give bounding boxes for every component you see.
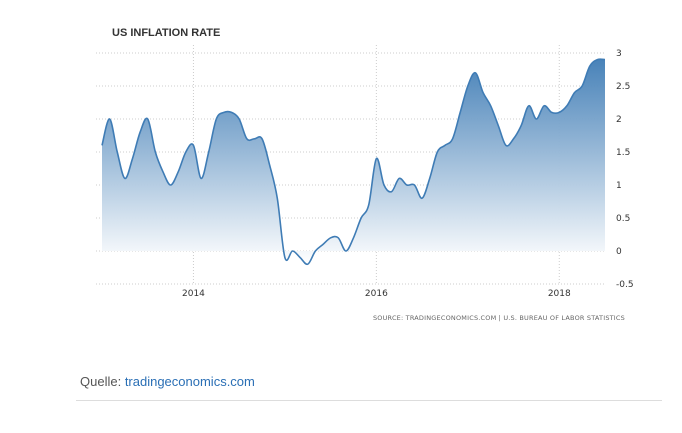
chart-svg: US INFLATION RATE 3 2.5 2 1.5 1 0.5 0 -0.5 2014… [96, 27, 634, 322]
y-tick-label: 0 [616, 247, 622, 257]
caption-prefix: Quelle: [80, 374, 125, 389]
caption: Quelle: tradingeconomics.com [80, 374, 255, 389]
y-tick-label: 2.5 [616, 82, 630, 92]
source-link[interactable]: tradingeconomics.com [124, 374, 255, 389]
source-note: SOURCE: TRADINGECONOMICS.COM | U.S. BURE… [373, 314, 625, 322]
x-axis-ticks: 2014 2016 2018 [182, 289, 571, 299]
inflation-chart: US INFLATION RATE 3 2.5 2 1.5 1 0.5 0 -0.5 2014… [96, 27, 634, 322]
series-area [102, 59, 605, 265]
series-line [101, 58, 606, 266]
y-axis-ticks: 3 2.5 2 1.5 1 0.5 0 -0.5 [616, 49, 634, 290]
y-tick-label: 3 [616, 49, 622, 59]
divider [76, 400, 662, 401]
y-tick-label: 0.5 [616, 214, 630, 224]
y-tick-label: 1 [616, 181, 622, 191]
x-tick-label: 2016 [365, 289, 388, 299]
y-tick-label: 2 [616, 115, 622, 125]
x-tick-label: 2014 [182, 289, 205, 299]
x-tick-label: 2018 [548, 289, 571, 299]
chart-title: US INFLATION RATE [112, 27, 220, 39]
y-tick-label: 1.5 [616, 148, 630, 158]
plot-area [101, 58, 606, 266]
y-tick-label: -0.5 [616, 280, 634, 290]
